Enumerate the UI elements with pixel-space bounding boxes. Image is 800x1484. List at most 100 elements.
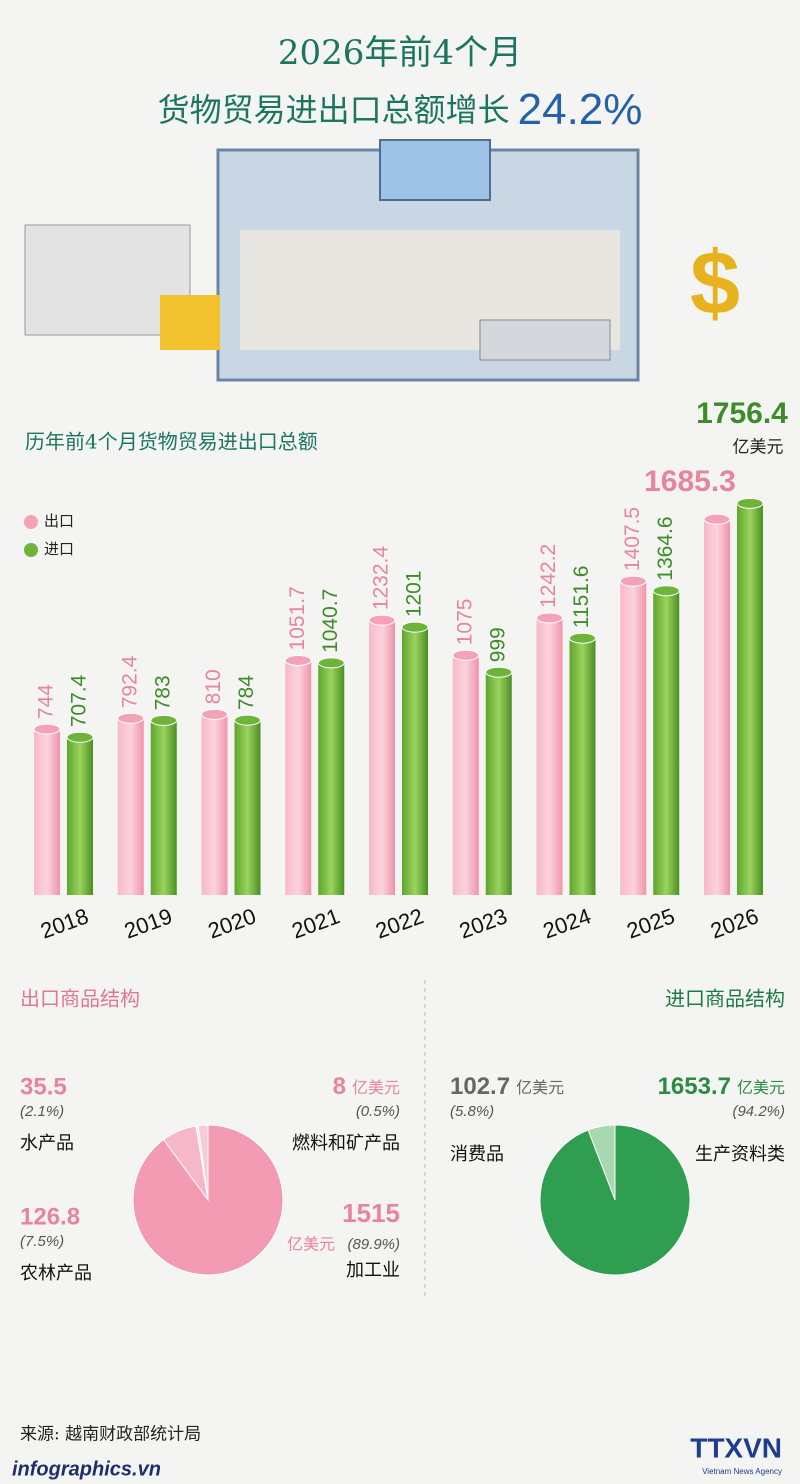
value-label: 8 [333, 1073, 346, 1100]
dollar-icon: $ [690, 234, 740, 334]
illustration: $ [24, 139, 740, 382]
unit-label: 亿美元 [287, 1235, 335, 1254]
bar-cap [401, 621, 429, 633]
headline-growth: 24.2% [518, 85, 643, 134]
bar-cap [66, 731, 94, 743]
value-label: 784 [235, 675, 258, 710]
share-label: (0.5%) [356, 1103, 400, 1120]
value-label: 783 [151, 675, 174, 710]
category-label: 消费品 [450, 1144, 504, 1165]
warehouse-dome [379, 139, 491, 201]
value-label: 1364.6 [654, 516, 677, 580]
value-label: 35.5 [20, 1073, 67, 1100]
unit-label: 亿美元 [352, 1078, 400, 1097]
bar [485, 672, 512, 895]
bar [737, 503, 763, 895]
value-label: 1151.6 [570, 566, 593, 629]
bar-cap [736, 497, 764, 509]
value-label: 1685.3 [644, 465, 736, 498]
value-label: 1242.2 [537, 544, 560, 608]
bar-cap [452, 649, 480, 661]
bar [653, 590, 680, 895]
source: 来源: 越南财政部统计局 [20, 1425, 201, 1445]
bar-cap [569, 632, 596, 644]
bar-cap [317, 657, 345, 669]
section-title: 进口商品结构 [665, 987, 785, 1011]
value-label: 1040.7 [319, 589, 342, 653]
value-label: 1232.4 [370, 546, 393, 611]
footer-agency-en: Vietnam News Agency [702, 1467, 782, 1476]
unit-label: 亿美元 [737, 1078, 785, 1097]
bar [704, 519, 730, 895]
share-label: (94.2%) [732, 1103, 785, 1120]
value-label: 126.8 [20, 1203, 80, 1230]
bar-cap [117, 712, 145, 724]
bar-cap [201, 708, 228, 720]
bar-cap [33, 723, 61, 735]
bar-cap [619, 575, 647, 587]
value-label: 1407.5 [621, 507, 644, 571]
legend-label: 出口 [44, 512, 74, 530]
share-label: (5.8%) [450, 1103, 494, 1120]
value-label: 707.4 [68, 674, 91, 727]
legend-swatch [24, 543, 38, 557]
bar [620, 581, 647, 895]
value-group: 1653.7 亿美元 [658, 1073, 785, 1100]
value-label: 1756.4 [696, 397, 788, 430]
unit-label: 亿美元 [733, 438, 784, 458]
headline-text: 货物贸易进出口总额增长 [158, 91, 510, 129]
bar [34, 729, 60, 895]
value-group: 102.7 亿美元 [450, 1073, 564, 1100]
category-label: 水产品 [20, 1133, 74, 1154]
truck-2 [479, 319, 611, 361]
share-label: (2.1%) [20, 1103, 64, 1120]
bar-cap [284, 654, 312, 666]
bar [201, 714, 228, 895]
pie-slice [132, 1124, 284, 1276]
category-label: 燃料和矿产品 [292, 1133, 400, 1154]
headline-line2: 货物贸易进出口总额增长 24.2% [158, 85, 643, 134]
bar [569, 638, 596, 895]
value-label: 102.7 [450, 1073, 510, 1100]
bar-cap [485, 666, 513, 678]
value-label: 1075 [453, 599, 476, 646]
pie-slice [539, 1124, 691, 1276]
value-label: 744 [35, 684, 58, 719]
bar [369, 620, 395, 895]
bar [402, 627, 428, 895]
value-label: 810 [202, 669, 225, 704]
value-label: 999 [486, 627, 509, 662]
value-label: 1201 [403, 570, 426, 617]
bar-cap [234, 714, 261, 726]
bar-cap [536, 612, 563, 624]
footer-site: infographics.vn [12, 1458, 161, 1480]
value-label: 1051.7 [286, 586, 309, 650]
headline-line1: 2026年前4个月 [278, 33, 522, 73]
bar-cap [703, 513, 731, 525]
truck-cab [160, 295, 220, 350]
value-label: 1653.7 [658, 1073, 731, 1100]
legend-label: 进口 [44, 540, 74, 558]
bar [285, 660, 312, 895]
bar-cap [368, 614, 396, 626]
bar [234, 720, 261, 895]
bar [536, 617, 563, 895]
bar-cap [150, 714, 178, 726]
value-group: 8 亿美元 [333, 1073, 400, 1100]
bar [318, 662, 345, 895]
bar [67, 737, 93, 895]
legend-swatch [24, 515, 38, 529]
share-label: (7.5%) [20, 1233, 64, 1250]
bar [452, 655, 479, 895]
bar-cap [652, 585, 680, 597]
value-label: 792.4 [118, 655, 141, 708]
category-label: 生产资料类 [695, 1144, 785, 1165]
share-label: (89.9%) [347, 1236, 400, 1253]
section-title: 出口商品结构 [20, 987, 140, 1011]
unit-label: 亿美元 [516, 1078, 564, 1097]
footer-agency: TTXVN [690, 1432, 782, 1463]
category-label: 农林产品 [20, 1263, 92, 1284]
bar [117, 718, 144, 895]
